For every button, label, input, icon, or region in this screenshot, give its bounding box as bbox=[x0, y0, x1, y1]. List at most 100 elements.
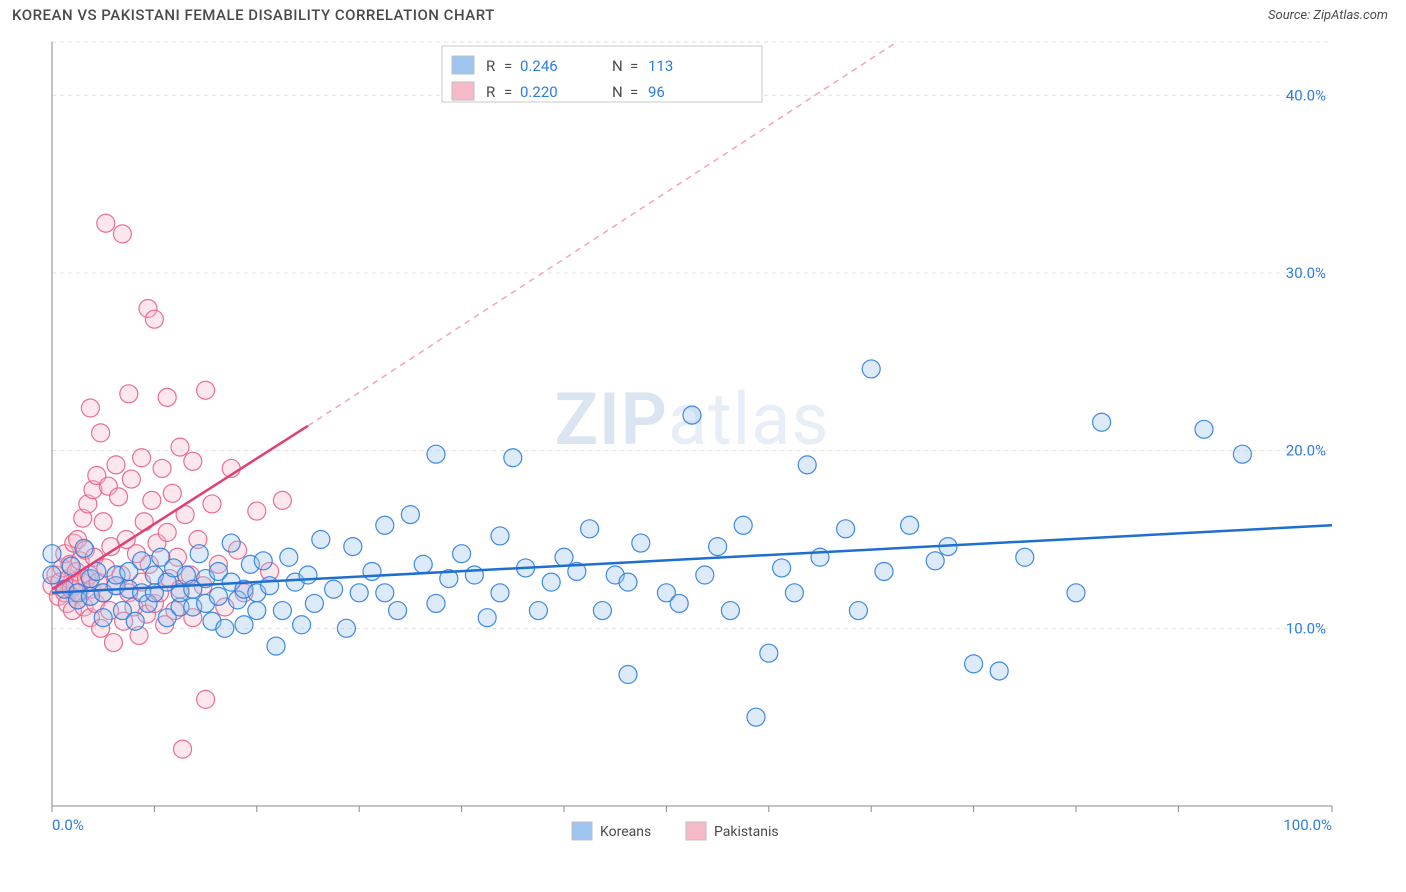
data-point bbox=[491, 527, 509, 545]
data-point bbox=[862, 360, 880, 378]
data-point bbox=[261, 577, 279, 595]
data-point bbox=[465, 566, 483, 584]
data-point bbox=[593, 602, 611, 620]
data-point bbox=[104, 634, 122, 652]
data-point bbox=[350, 584, 368, 602]
data-point bbox=[184, 452, 202, 470]
series-legend: KoreansPakistanis bbox=[572, 822, 779, 840]
data-point bbox=[133, 449, 151, 467]
data-point bbox=[837, 520, 855, 538]
stat-r-key: R bbox=[486, 57, 495, 75]
data-point bbox=[427, 445, 445, 463]
stat-eq: = bbox=[504, 83, 512, 101]
stat-n-key: N bbox=[612, 57, 623, 75]
data-point bbox=[110, 488, 128, 506]
stat-r-val: 0.220 bbox=[520, 83, 558, 101]
data-point bbox=[94, 609, 112, 627]
data-point bbox=[555, 548, 573, 566]
data-point bbox=[280, 548, 298, 566]
legend-swatch bbox=[572, 822, 592, 840]
data-point bbox=[325, 580, 343, 598]
data-point bbox=[760, 644, 778, 662]
data-point bbox=[171, 438, 189, 456]
data-point bbox=[94, 513, 112, 531]
data-point bbox=[254, 552, 272, 570]
data-point bbox=[849, 602, 867, 620]
data-point bbox=[97, 214, 115, 232]
y-tick-label: 30.0% bbox=[1286, 264, 1326, 282]
stat-r-key: R bbox=[486, 83, 495, 101]
data-point bbox=[143, 491, 161, 509]
data-point bbox=[107, 456, 125, 474]
data-point bbox=[632, 534, 650, 552]
data-point bbox=[235, 616, 253, 634]
data-point bbox=[529, 602, 547, 620]
data-point bbox=[376, 516, 394, 534]
data-point bbox=[363, 562, 381, 580]
data-point bbox=[92, 424, 110, 442]
data-point bbox=[145, 310, 163, 328]
data-point bbox=[113, 225, 131, 243]
data-point bbox=[965, 655, 983, 673]
data-point bbox=[401, 506, 419, 524]
stat-n-key: N bbox=[612, 83, 623, 101]
data-point bbox=[158, 388, 176, 406]
data-point bbox=[683, 406, 701, 424]
y-tick-label: 10.0% bbox=[1286, 619, 1326, 637]
data-point bbox=[453, 545, 471, 563]
stat-eq: = bbox=[504, 57, 512, 75]
data-point bbox=[990, 662, 1008, 680]
legend-label: Koreans bbox=[600, 824, 651, 840]
x-min-label: 0.0% bbox=[52, 816, 84, 834]
data-point bbox=[81, 399, 99, 417]
source-label: Source: ZipAtlas.com bbox=[1268, 8, 1388, 23]
data-point bbox=[190, 545, 208, 563]
data-point bbox=[926, 552, 944, 570]
data-point bbox=[153, 459, 171, 477]
data-point bbox=[344, 538, 362, 556]
data-point bbox=[293, 616, 311, 634]
scatter-chart: 10.0%20.0%30.0%40.0%ZIPatlas0.0%100.0%R=… bbox=[12, 36, 1352, 856]
data-point bbox=[133, 552, 151, 570]
data-point bbox=[43, 545, 61, 563]
data-point bbox=[619, 666, 637, 684]
data-point bbox=[427, 594, 445, 612]
data-point bbox=[1067, 584, 1085, 602]
data-point bbox=[273, 491, 291, 509]
data-point bbox=[721, 602, 739, 620]
data-point bbox=[267, 637, 285, 655]
legend-swatch bbox=[686, 822, 706, 840]
data-point bbox=[389, 602, 407, 620]
data-point bbox=[216, 619, 234, 637]
data-point bbox=[158, 523, 176, 541]
data-point bbox=[203, 495, 221, 513]
data-point bbox=[901, 516, 919, 534]
data-point bbox=[126, 612, 144, 630]
data-point bbox=[747, 708, 765, 726]
stat-n-val: 113 bbox=[648, 57, 673, 75]
data-point bbox=[376, 584, 394, 602]
data-point bbox=[414, 555, 432, 573]
data-point bbox=[163, 484, 181, 502]
data-point bbox=[248, 602, 266, 620]
data-point bbox=[122, 470, 140, 488]
data-point bbox=[798, 456, 816, 474]
stat-eq: = bbox=[630, 83, 638, 101]
data-point bbox=[773, 559, 791, 577]
data-point bbox=[75, 539, 93, 557]
data-point bbox=[670, 594, 688, 612]
data-point bbox=[120, 385, 138, 403]
data-point bbox=[504, 449, 522, 467]
data-point bbox=[337, 619, 355, 637]
data-point bbox=[209, 587, 227, 605]
data-point bbox=[734, 516, 752, 534]
x-max-label: 100.0% bbox=[1283, 816, 1332, 834]
data-point bbox=[135, 513, 153, 531]
chart-title: KOREAN VS PAKISTANI FEMALE DISABILITY CO… bbox=[12, 6, 495, 24]
data-point bbox=[299, 566, 317, 584]
data-point bbox=[174, 740, 192, 758]
data-point bbox=[222, 534, 240, 552]
data-point bbox=[619, 573, 637, 591]
data-point bbox=[197, 381, 215, 399]
data-point bbox=[581, 520, 599, 538]
